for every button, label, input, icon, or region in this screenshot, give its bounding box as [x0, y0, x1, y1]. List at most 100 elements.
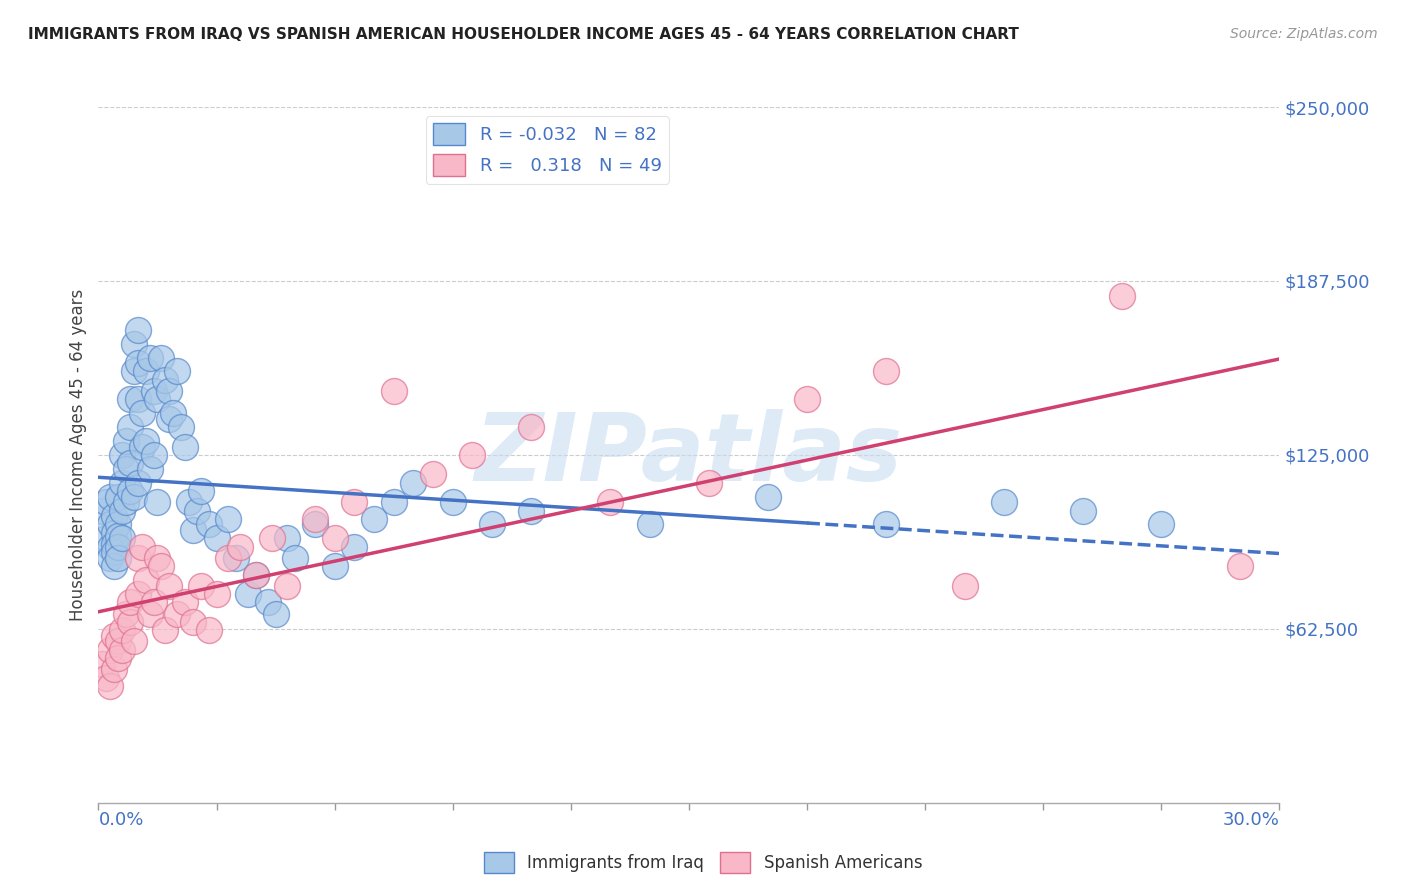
Point: [599, 495, 621, 509]
Point: [146, 392, 169, 407]
Point: [1229, 559, 1251, 574]
Point: [127, 392, 149, 407]
Point: [461, 448, 484, 462]
Point: [245, 567, 267, 582]
Point: [264, 607, 287, 621]
Point: [875, 517, 897, 532]
Point: [107, 651, 129, 665]
Point: [107, 490, 129, 504]
Point: [122, 634, 145, 648]
Point: [111, 532, 134, 546]
Point: [98, 517, 121, 532]
Text: Source: ZipAtlas.com: Source: ZipAtlas.com: [1230, 27, 1378, 41]
Point: [382, 384, 405, 398]
Text: 30.0%: 30.0%: [1223, 811, 1279, 829]
Point: [103, 662, 125, 676]
Point: [131, 540, 153, 554]
Point: [118, 392, 141, 407]
Point: [107, 550, 129, 565]
Point: [796, 392, 818, 407]
Point: [481, 517, 503, 532]
Point: [166, 364, 188, 378]
Point: [118, 595, 141, 609]
Point: [304, 512, 326, 526]
Point: [127, 587, 149, 601]
Point: [1071, 503, 1094, 517]
Point: [875, 364, 897, 378]
Point: [142, 595, 165, 609]
Point: [142, 448, 165, 462]
Point: [166, 607, 188, 621]
Point: [520, 503, 543, 517]
Point: [122, 490, 145, 504]
Point: [103, 545, 125, 559]
Point: [186, 503, 208, 517]
Point: [122, 336, 145, 351]
Point: [225, 550, 247, 565]
Point: [217, 550, 239, 565]
Point: [343, 495, 366, 509]
Point: [343, 540, 366, 554]
Legend: R = -0.032   N = 82, R =   0.318   N = 49: R = -0.032 N = 82, R = 0.318 N = 49: [426, 116, 669, 184]
Point: [638, 517, 661, 532]
Point: [304, 517, 326, 532]
Point: [135, 573, 157, 587]
Point: [98, 540, 121, 554]
Point: [103, 509, 125, 524]
Point: [115, 462, 138, 476]
Point: [142, 384, 165, 398]
Point: [111, 642, 134, 657]
Point: [284, 550, 307, 565]
Point: [127, 356, 149, 370]
Point: [217, 512, 239, 526]
Point: [103, 537, 125, 551]
Point: [138, 462, 160, 476]
Point: [98, 642, 121, 657]
Point: [197, 517, 219, 532]
Point: [402, 475, 425, 490]
Point: [118, 615, 141, 629]
Point: [107, 634, 129, 648]
Point: [256, 595, 278, 609]
Point: [181, 523, 204, 537]
Point: [245, 567, 267, 582]
Point: [107, 528, 129, 542]
Point: [993, 495, 1015, 509]
Point: [131, 406, 153, 420]
Point: [1150, 517, 1173, 532]
Point: [138, 607, 160, 621]
Point: [422, 467, 444, 482]
Point: [177, 495, 200, 509]
Point: [150, 559, 173, 574]
Point: [382, 495, 405, 509]
Point: [1111, 289, 1133, 303]
Point: [96, 671, 118, 685]
Point: [205, 587, 228, 601]
Point: [118, 420, 141, 434]
Point: [96, 532, 118, 546]
Point: [190, 484, 212, 499]
Point: [127, 550, 149, 565]
Point: [323, 559, 346, 574]
Point: [157, 384, 180, 398]
Text: IMMIGRANTS FROM IRAQ VS SPANISH AMERICAN HOUSEHOLDER INCOME AGES 45 - 64 YEARS C: IMMIGRANTS FROM IRAQ VS SPANISH AMERICAN…: [28, 27, 1019, 42]
Point: [98, 550, 121, 565]
Point: [127, 323, 149, 337]
Point: [174, 595, 197, 609]
Point: [205, 532, 228, 546]
Point: [174, 440, 197, 454]
Point: [107, 517, 129, 532]
Point: [276, 579, 298, 593]
Point: [953, 579, 976, 593]
Point: [197, 624, 219, 638]
Point: [96, 495, 118, 509]
Point: [441, 495, 464, 509]
Point: [91, 657, 114, 671]
Point: [135, 364, 157, 378]
Legend: Immigrants from Iraq, Spanish Americans: Immigrants from Iraq, Spanish Americans: [477, 846, 929, 880]
Point: [118, 456, 141, 470]
Point: [107, 540, 129, 554]
Text: ZIPatlas: ZIPatlas: [475, 409, 903, 501]
Point: [111, 624, 134, 638]
Y-axis label: Householder Income Ages 45 - 64 years: Householder Income Ages 45 - 64 years: [69, 289, 87, 621]
